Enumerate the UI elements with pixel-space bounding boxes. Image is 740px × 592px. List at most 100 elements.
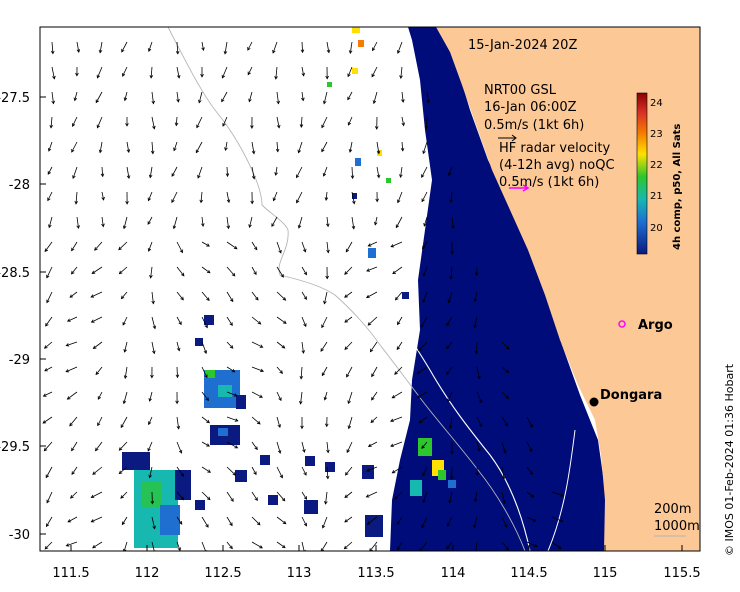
velocity-arrow [201, 366, 208, 378]
velocity-arrow [226, 341, 234, 349]
velocity-arrow [249, 216, 253, 228]
velocity-arrow-head [418, 347, 422, 352]
velocity-arrow-head [371, 73, 375, 78]
velocity-arrow-head [151, 100, 155, 105]
velocity-arrow-head [152, 325, 157, 330]
velocity-arrow [226, 266, 236, 277]
velocity-arrow-head [281, 497, 286, 502]
model-label: NRT00 GSL [484, 83, 557, 98]
hf-radar-label: HF radar velocity [499, 141, 611, 156]
velocity-arrow-head [125, 123, 129, 127]
velocity-arrow [176, 66, 180, 78]
velocity-arrow [421, 166, 428, 178]
velocity-arrow [276, 516, 287, 525]
velocity-arrow-head [224, 147, 228, 151]
velocity-arrow [176, 416, 180, 429]
velocity-arrow-head [206, 443, 210, 447]
velocity-arrow-head [76, 225, 80, 230]
velocity-arrow-head [421, 174, 425, 179]
velocity-arrow-head [530, 494, 535, 498]
velocity-arrow-head [301, 350, 305, 354]
velocity-arrow-head [321, 372, 326, 377]
velocity-arrow-head [200, 74, 204, 78]
velocity-arrow-head [45, 523, 50, 528]
velocity-arrow [71, 241, 78, 251]
velocity-arrow [321, 116, 328, 128]
velocity-arrow-head [199, 199, 204, 204]
velocity-arrow-head [175, 400, 179, 405]
velocity-arrow [323, 166, 328, 177]
velocity-arrow-head [297, 149, 301, 154]
velocity-arrow [366, 491, 378, 498]
velocity-arrow-head [375, 198, 379, 203]
velocity-arrow [344, 316, 353, 323]
velocity-arrow [97, 391, 103, 400]
velocity-arrow [273, 191, 278, 201]
velocity-arrow [301, 516, 307, 527]
velocity-arrow-head [259, 545, 263, 549]
velocity-arrow [300, 116, 303, 128]
velocity-arrow [275, 166, 278, 176]
velocity-arrow-head [91, 270, 96, 274]
velocity-arrow-head [390, 418, 394, 422]
velocity-arrow [300, 391, 303, 404]
velocity-arrow [526, 466, 533, 475]
velocity-arrow [372, 41, 378, 51]
velocity-arrow-head [48, 224, 52, 229]
velocity-arrow-head [303, 496, 308, 500]
velocity-arrow [345, 466, 353, 476]
velocity-arrow [272, 41, 278, 54]
velocity-arrow-head [343, 545, 348, 550]
velocity-arrow-head [300, 425, 304, 430]
velocity-arrow [176, 241, 183, 253]
velocity-arrow [300, 366, 303, 379]
velocity-arrow [173, 216, 178, 229]
velocity-arrow [476, 341, 478, 354]
velocity-arrow [422, 491, 428, 503]
velocity-arrow-head [95, 99, 100, 104]
velocity-arrow [396, 516, 403, 525]
velocity-arrow-head [122, 321, 126, 326]
velocity-arrow-head [296, 174, 300, 179]
velocity-arrow [176, 491, 184, 500]
velocity-arrow-head [147, 197, 151, 202]
velocity-arrow [72, 116, 78, 127]
velocity-arrow-head [176, 425, 181, 430]
velocity-arrow-head [233, 393, 238, 397]
velocity-arrow [449, 416, 453, 429]
velocity-arrow-head [351, 225, 356, 230]
velocity-arrow [226, 241, 238, 250]
velocity-arrow-head [201, 223, 205, 228]
velocity-arrow [301, 291, 307, 300]
y-tick-label: -29.5 [0, 440, 30, 455]
velocity-arrow [451, 216, 454, 229]
velocity-arrow [201, 241, 210, 247]
model-scale-label: 0.5m/s (1kt 6h) [484, 118, 584, 133]
velocity-arrow [326, 441, 329, 453]
velocity-arrow [151, 141, 154, 154]
velocity-arrow [197, 166, 203, 179]
velocity-arrow [148, 241, 153, 252]
colorbar: 24 23 22 21 20 4h comp, p50, All Sats [636, 92, 683, 255]
hf-radar-scale: 0.5m/s (1kt 6h) [499, 175, 599, 190]
velocity-arrow-head [47, 148, 52, 152]
velocity-arrow [91, 266, 103, 274]
velocity-arrow-head [446, 522, 451, 527]
velocity-arrow-head [147, 447, 151, 452]
velocity-arrow-head [449, 476, 454, 480]
velocity-arrow-head [529, 424, 533, 428]
velocity-arrow [76, 216, 79, 229]
velocity-arrow-head [423, 223, 427, 227]
velocity-arrow-head [198, 99, 202, 104]
velocity-arrow [50, 116, 53, 128]
velocity-arrow-head [149, 75, 154, 79]
velocity-arrow [344, 291, 353, 298]
velocity-arrow [501, 466, 505, 479]
velocity-arrow-head [206, 297, 210, 302]
velocity-arrow-head [229, 545, 233, 550]
velocity-arrow-head [399, 174, 403, 179]
velocity-arrow [66, 541, 78, 547]
velocity-arrow-head [344, 319, 348, 323]
velocity-arrow-head [278, 249, 282, 254]
velocity-arrow [394, 366, 403, 375]
